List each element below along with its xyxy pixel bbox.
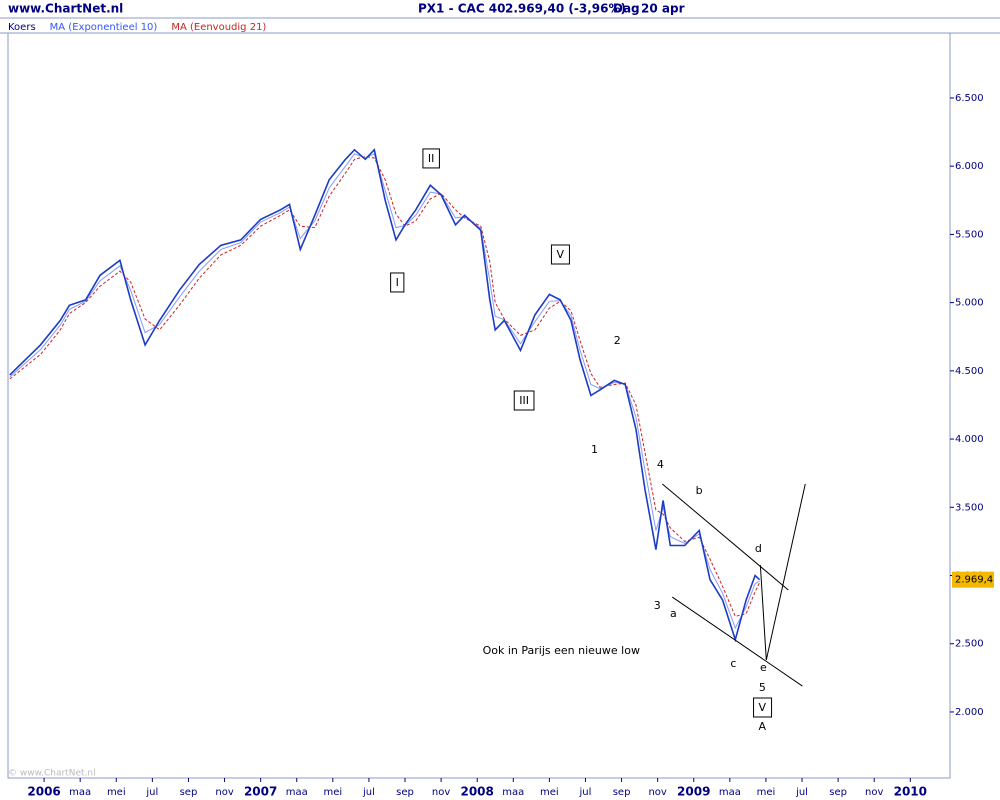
legend-entry: MA (Eenvoudig 21) — [171, 22, 266, 33]
annotation: 1 — [591, 443, 598, 456]
annotation: d — [755, 542, 762, 555]
annotation: a — [670, 607, 677, 620]
last-price-box — [952, 571, 994, 588]
trend-line — [759, 483, 806, 661]
annotation-box — [422, 148, 440, 169]
y-tick-label: 4.500 — [955, 366, 984, 377]
x-tick-label: 2007 — [244, 785, 277, 799]
annotation: e — [760, 661, 767, 674]
annotation: b — [696, 484, 703, 497]
annotation-box — [550, 244, 570, 265]
y-tick-label: 5.000 — [955, 298, 984, 309]
x-tick-label: sep — [180, 787, 198, 798]
annotation-box — [513, 390, 535, 411]
x-tick-label: sep — [613, 787, 631, 798]
x-tick-label: mei — [323, 787, 342, 798]
x-tick-label: 2006 — [27, 785, 60, 799]
x-tick-label: nov — [865, 787, 883, 798]
watermark: © www.ChartNet.nl — [8, 769, 96, 779]
x-tick-label: sep — [396, 787, 414, 798]
quote: 2.969,40 (-3,96%) — [505, 2, 626, 16]
series-line — [9, 148, 761, 643]
annotation-box — [753, 697, 773, 718]
x-tick-label: mei — [757, 787, 776, 798]
annotation: c — [730, 657, 736, 670]
x-tick-label: 2008 — [460, 785, 493, 799]
annotation: A — [759, 720, 767, 733]
series-line — [9, 156, 761, 617]
date: 20 apr — [641, 2, 685, 16]
x-tick-label: mei — [107, 787, 126, 798]
annotation: V — [556, 248, 564, 261]
annotation: 2 — [614, 334, 621, 347]
y-tick-label: 6.500 — [955, 93, 984, 104]
annotation: III — [519, 394, 529, 407]
x-tick-label: 2009 — [677, 785, 710, 799]
annotation: 3 — [654, 599, 661, 612]
x-tick-label: sep — [829, 787, 847, 798]
trend-line — [662, 483, 789, 591]
y-tick-label: 4.000 — [955, 434, 984, 445]
x-tick-label: maa — [69, 787, 91, 798]
legend-entry: Koers — [8, 22, 36, 33]
x-tick-label: mei — [540, 787, 559, 798]
y-tick-label: 2.500 — [955, 639, 984, 650]
last-price-label: 2.969,4 — [955, 575, 993, 586]
annotation: I — [396, 276, 399, 289]
x-tick-label: maa — [719, 787, 741, 798]
x-tick-label: 2010 — [894, 785, 927, 799]
y-tick-label: 2.000 — [955, 707, 984, 718]
instrument: PX1 - CAC 40 — [418, 2, 506, 16]
x-tick-label: jul — [795, 787, 808, 798]
y-tick-label: 3.500 — [955, 502, 984, 513]
annotation: 5 — [759, 681, 766, 694]
annotation: 4 — [657, 458, 664, 471]
annotation: V — [759, 701, 767, 714]
annotation: Ook in Parijs een nieuwe low — [483, 644, 640, 657]
x-tick-label: maa — [286, 787, 308, 798]
y-tick-label: 6.000 — [955, 161, 984, 172]
x-tick-label: nov — [215, 787, 233, 798]
annotation-box — [390, 272, 405, 293]
legend-entry: MA (Exponentieel 10) — [50, 22, 158, 33]
period: Dag — [613, 2, 640, 16]
x-tick-label: jul — [579, 787, 592, 798]
x-tick-label: maa — [502, 787, 524, 798]
annotation: II — [428, 152, 435, 165]
x-tick-label: jul — [362, 787, 375, 798]
site-name: www.ChartNet.nl — [8, 2, 123, 16]
y-tick-label: 5.500 — [955, 229, 984, 240]
trend-line — [671, 596, 803, 687]
x-tick-label: nov — [648, 787, 666, 798]
header-bar — [0, 0, 1000, 18]
x-tick-label: nov — [432, 787, 450, 798]
x-tick-label: jul — [145, 787, 158, 798]
